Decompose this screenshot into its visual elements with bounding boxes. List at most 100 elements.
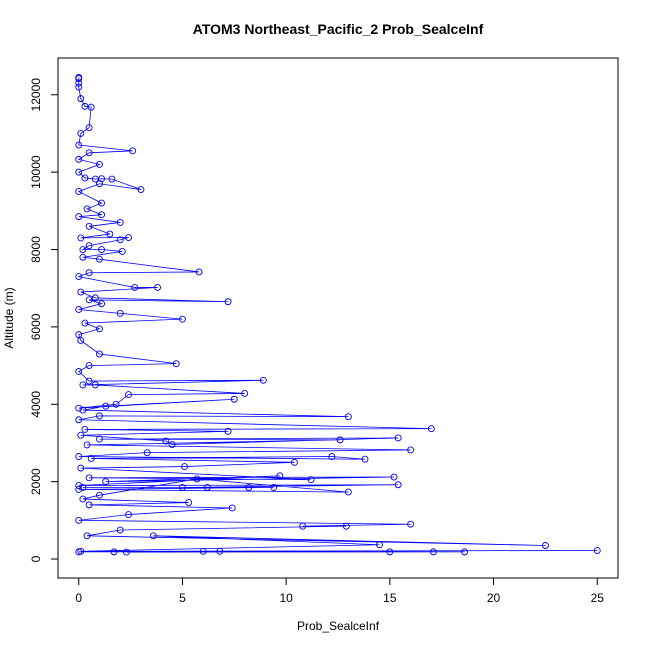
data-point — [75, 416, 83, 424]
data-point — [75, 548, 83, 556]
data-point — [361, 455, 369, 463]
data-point — [85, 124, 93, 132]
data-point — [407, 520, 415, 528]
data-point — [172, 360, 180, 368]
data-point — [79, 495, 87, 503]
data-point — [110, 548, 118, 556]
data-point — [75, 213, 83, 221]
data-point — [77, 95, 85, 103]
data-point — [290, 458, 298, 466]
data-point — [77, 129, 85, 137]
data-point — [461, 548, 468, 556]
data-point — [91, 294, 99, 302]
data-point — [131, 283, 139, 291]
data-point — [75, 482, 83, 489]
y-tick-label: 6000 — [29, 313, 43, 340]
data-point — [75, 453, 83, 460]
data-point — [79, 253, 87, 261]
x-tick-label: 5 — [179, 591, 186, 605]
data-point — [129, 147, 137, 155]
data-point — [125, 511, 132, 518]
data-point — [79, 381, 87, 389]
data-point — [593, 547, 601, 554]
plot-frame — [57, 57, 619, 579]
data-point — [96, 435, 103, 443]
data-point — [193, 475, 201, 483]
data-point — [241, 389, 249, 397]
data-point — [79, 246, 87, 253]
data-point — [116, 218, 124, 226]
data-point — [98, 300, 106, 308]
data-point — [102, 402, 110, 410]
data-point — [85, 474, 93, 482]
data-point — [83, 441, 91, 449]
data-point — [79, 484, 87, 491]
data-point — [203, 484, 211, 491]
data-point — [228, 504, 236, 512]
data-point — [328, 453, 336, 460]
data-point — [106, 230, 114, 238]
data-point — [96, 491, 103, 499]
data-point — [259, 376, 267, 384]
data-point — [270, 484, 278, 491]
data-point — [407, 446, 415, 454]
data-point — [87, 454, 95, 462]
data-point — [116, 236, 124, 244]
data-point — [336, 436, 344, 444]
data-point — [75, 367, 83, 375]
data-point — [112, 400, 120, 408]
data-point — [75, 168, 83, 176]
y-tick-label: 10000 — [29, 155, 43, 189]
x-tick-label: 10 — [279, 591, 293, 605]
x-tick-label: 20 — [487, 591, 501, 605]
x-tick-label: 15 — [383, 591, 397, 605]
data-point — [394, 434, 402, 442]
data-point — [75, 516, 83, 524]
data-point — [75, 79, 83, 87]
data-point — [245, 484, 253, 491]
y-axis-title: Altitude (m) — [2, 287, 16, 348]
data-point — [125, 234, 132, 241]
data-point — [85, 269, 93, 277]
data-point — [299, 522, 307, 530]
data-point — [195, 268, 203, 276]
data-point — [98, 211, 106, 219]
data-point — [344, 488, 352, 496]
data-point — [75, 485, 83, 493]
data-point — [118, 248, 126, 255]
chart-title: ATOM3 Northeast_Pacific_2 Prob_SealceInf — [193, 21, 484, 37]
data-point — [96, 160, 103, 168]
data-point — [75, 306, 83, 313]
data-point — [83, 205, 91, 213]
data-point — [224, 298, 232, 306]
data-point — [75, 404, 83, 412]
data-point — [85, 149, 93, 157]
y-tick-label: 12000 — [29, 78, 43, 112]
data-point — [149, 532, 157, 540]
data-point — [224, 427, 232, 435]
data-point — [75, 75, 83, 82]
data-point — [85, 222, 93, 230]
data-point — [116, 309, 124, 317]
data-point — [122, 548, 130, 556]
data-point — [185, 499, 193, 507]
data-point — [230, 395, 238, 403]
data-point — [102, 478, 110, 486]
data-point — [85, 362, 93, 370]
data-point — [376, 541, 383, 549]
data-point — [79, 406, 87, 414]
data-point — [394, 481, 402, 489]
data-point — [162, 437, 170, 445]
data-point — [85, 377, 93, 385]
data-point — [137, 186, 145, 193]
data-point — [541, 542, 549, 549]
data-point — [96, 255, 103, 263]
data-point — [276, 472, 284, 480]
data-point — [83, 532, 91, 540]
data-point — [96, 325, 103, 333]
data-point — [178, 484, 186, 491]
data-point — [168, 441, 176, 448]
